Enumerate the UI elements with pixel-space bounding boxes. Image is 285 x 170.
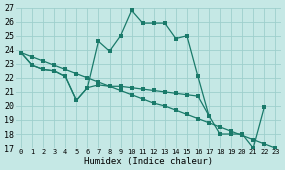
X-axis label: Humidex (Indice chaleur): Humidex (Indice chaleur) <box>84 157 213 166</box>
